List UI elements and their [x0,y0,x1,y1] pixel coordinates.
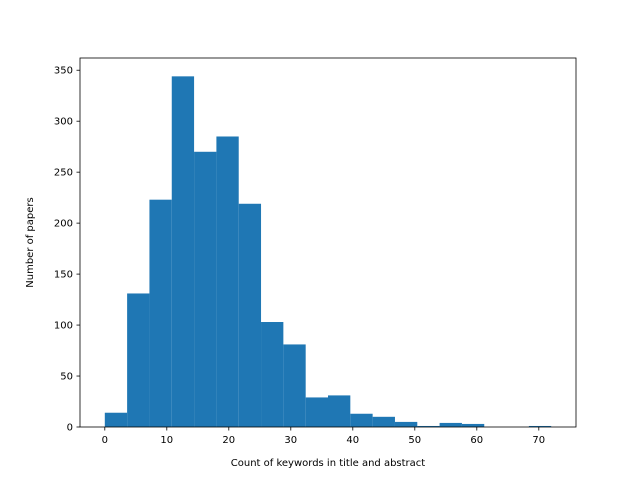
x-tick-label: 40 [346,435,359,446]
x-tick-label: 20 [222,435,235,446]
x-tick-label: 0 [102,435,108,446]
y-tick-label: 300 [54,117,73,128]
y-tick-label: 250 [54,168,73,179]
histogram-bar [149,199,172,427]
y-axis-label: Number of papers [25,197,36,287]
histogram-bar [171,76,195,427]
y-tick-label: 200 [54,219,73,230]
x-tick-label: 70 [532,435,545,446]
x-axis-label: Count of keywords in title and abstract [231,458,426,469]
y-tick-label: 100 [54,321,73,332]
x-tick-label: 10 [160,435,173,446]
histogram-bar [461,423,485,427]
x-tick-label: 50 [408,435,421,446]
bars-group [104,76,552,428]
histogram-bar [417,425,440,427]
y-tick-label: 0 [67,423,73,434]
histogram-bar [394,421,418,427]
x-axis: 0 10 20 30 40 50 60 70 [102,427,545,446]
histogram-bar [328,395,351,427]
histogram-bar [283,344,306,427]
y-tick-label: 150 [54,270,73,281]
histogram-bar [238,203,262,427]
plot-frame [79,57,577,428]
histogram-bar [528,425,552,427]
histogram-bar [439,422,462,427]
x-tick-label: 30 [284,435,297,446]
histogram-bar [261,322,284,427]
histogram-bar [104,412,128,427]
histogram-bar [372,416,395,427]
y-tick-label: 350 [54,66,73,77]
y-axis: 0 50 100 150 200 250 300 350 [54,66,80,434]
histogram-bar [127,293,150,427]
y-tick-label: 50 [60,372,73,383]
histogram-bar [305,397,328,427]
histogram-bar [194,151,217,428]
histogram-bar [216,136,239,427]
x-tick-label: 60 [470,435,483,446]
histogram-bar [350,413,373,427]
